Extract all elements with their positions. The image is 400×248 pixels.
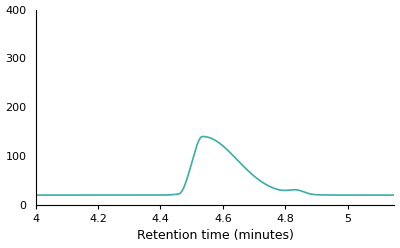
X-axis label: Retention time (minutes): Retention time (minutes) bbox=[137, 229, 294, 243]
